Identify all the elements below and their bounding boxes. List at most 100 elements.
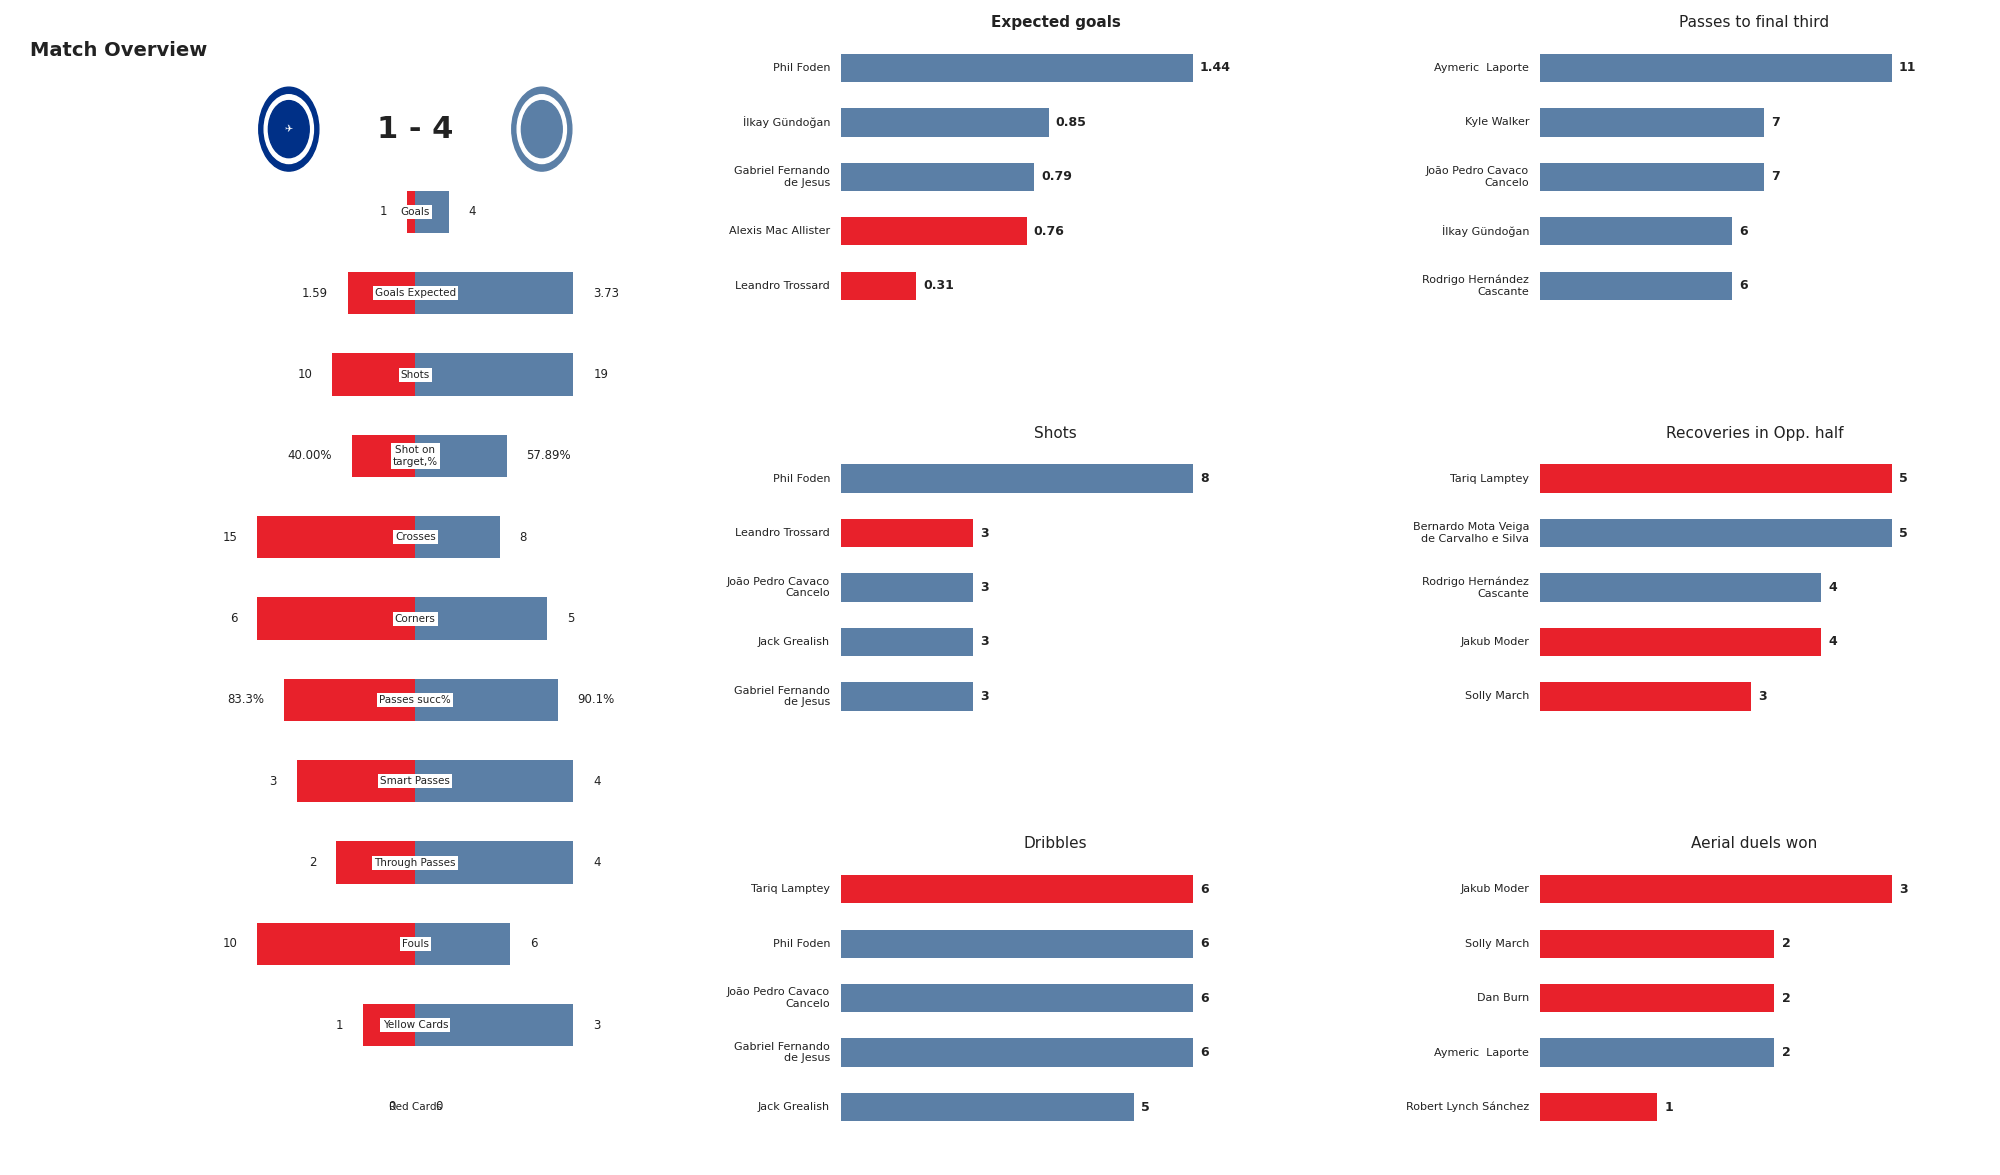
Bar [1540,983,1774,1013]
Text: 4: 4 [594,774,600,787]
Text: Robert Lynch Sánchez: Robert Lynch Sánchez [1406,1102,1530,1113]
Text: 10: 10 [222,938,238,951]
Bar [416,679,558,721]
Bar [1540,1039,1774,1067]
Text: Solly March: Solly March [1464,939,1530,948]
Title: Recoveries in Opp. half: Recoveries in Opp. half [1666,425,1844,441]
Text: 3: 3 [980,526,988,539]
Bar [840,1039,1192,1067]
Text: 90.1%: 90.1% [578,693,614,706]
Text: 1: 1 [1664,1101,1672,1114]
Bar [416,190,448,233]
Text: 8: 8 [520,531,526,544]
Text: Fouls: Fouls [402,939,428,949]
Circle shape [522,101,562,157]
Text: 4: 4 [1828,636,1838,649]
Text: 5: 5 [1898,472,1908,485]
Bar [840,875,1192,904]
Text: 2: 2 [1782,1046,1790,1059]
Text: Bernardo Mota Veiga
de Carvalho e Silva: Bernardo Mota Veiga de Carvalho e Silva [1412,522,1530,544]
Text: 5: 5 [1898,526,1908,539]
Title: Expected goals: Expected goals [990,15,1120,29]
Text: 4: 4 [594,857,600,870]
Bar [840,929,1192,958]
Bar [840,162,1034,192]
Text: Kyle Walker: Kyle Walker [1464,118,1530,127]
Text: Aymeric  Laporte: Aymeric Laporte [1434,1048,1530,1058]
Text: Through Passes: Through Passes [374,858,456,867]
Text: İlkay Gündoğan: İlkay Gündoğan [742,116,830,128]
Text: İlkay Gündoğan: İlkay Gündoğan [1442,226,1530,237]
Bar [416,922,510,965]
Text: 0.79: 0.79 [1040,170,1072,183]
Circle shape [268,101,310,157]
Bar [258,597,416,639]
Bar [296,760,416,803]
Bar [416,597,548,639]
Text: 0: 0 [436,1100,442,1113]
Bar [840,519,972,548]
Text: Passes succ%: Passes succ% [380,694,452,705]
Text: Tariq Lamptey: Tariq Lamptey [752,885,830,894]
Bar [416,1005,574,1047]
Bar [258,516,416,558]
Text: 3: 3 [980,636,988,649]
Text: João Pedro Cavaco
Cancelo: João Pedro Cavaco Cancelo [726,577,830,598]
Text: Rodrigo Hernández
Cascante: Rodrigo Hernández Cascante [1422,275,1530,297]
Bar [1540,1093,1658,1121]
Bar [840,271,916,300]
Bar [840,108,1048,136]
Title: Passes to final third: Passes to final third [1680,15,1830,29]
Text: 1.59: 1.59 [302,287,328,300]
Text: 5: 5 [566,612,574,625]
Text: 4: 4 [1828,580,1838,595]
Text: 0.31: 0.31 [924,280,954,293]
Bar [1540,875,1892,904]
Text: Jack Grealish: Jack Grealish [758,637,830,647]
Bar [336,841,416,884]
Bar [840,983,1192,1013]
Text: 0: 0 [388,1100,396,1113]
Text: Aymeric  Laporte: Aymeric Laporte [1434,63,1530,73]
Bar [362,1005,416,1047]
Text: 15: 15 [222,531,238,544]
Text: Leandro Trossard: Leandro Trossard [736,281,830,290]
Text: 19: 19 [594,368,608,381]
Bar [416,841,574,884]
Text: 6: 6 [230,612,238,625]
Bar [1540,108,1764,136]
Text: Smart Passes: Smart Passes [380,777,450,786]
Text: 1.44: 1.44 [1200,61,1230,74]
Text: 1: 1 [336,1019,342,1032]
Text: 57.89%: 57.89% [526,450,572,463]
Text: 2: 2 [1782,992,1790,1005]
Title: Dribbles: Dribbles [1024,837,1088,851]
Bar [284,679,416,721]
Bar [1540,627,1822,656]
Bar [332,354,416,396]
Text: Phil Foden: Phil Foden [772,63,830,73]
Text: Corners: Corners [394,613,436,624]
Text: Shot on
target,%: Shot on target,% [392,445,438,466]
Text: João Pedro Cavaco
Cancelo: João Pedro Cavaco Cancelo [1426,166,1530,188]
Text: 6: 6 [1200,992,1208,1005]
Text: Gabriel Fernando
de Jesus: Gabriel Fernando de Jesus [734,1042,830,1063]
Text: 40.00%: 40.00% [288,450,332,463]
Bar [1540,573,1822,602]
Bar [1540,929,1774,958]
Circle shape [264,95,314,163]
Text: Phil Foden: Phil Foden [772,939,830,948]
Text: 7: 7 [1770,116,1780,129]
Text: 2: 2 [308,857,316,870]
Bar [840,54,1192,82]
Bar [416,516,500,558]
Circle shape [518,95,566,163]
Text: Jakub Moder: Jakub Moder [1460,637,1530,647]
Bar [840,1093,1134,1121]
Bar [1540,162,1764,192]
Text: 6: 6 [1738,224,1748,237]
Bar [1540,464,1892,492]
Bar [840,217,1026,246]
Text: 6: 6 [1200,1046,1208,1059]
Text: 3: 3 [1898,882,1908,895]
